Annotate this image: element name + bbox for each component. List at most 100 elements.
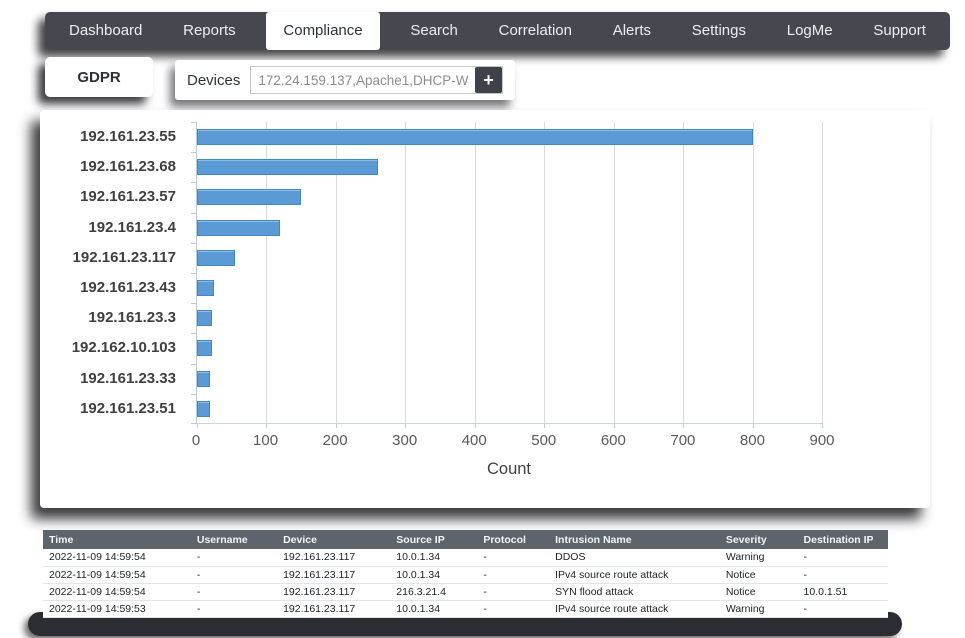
table-cell: 2022-11-09 14:59:54 xyxy=(43,549,191,567)
bar-row xyxy=(197,243,822,273)
table-cell: Notice xyxy=(719,566,798,584)
tab-settings[interactable]: Settings xyxy=(691,22,746,39)
category-label: 192.161.23.33 xyxy=(80,369,176,387)
bar-192.161.23.51[interactable] xyxy=(197,400,210,417)
devices-filter: Devices + xyxy=(175,60,515,100)
bar-192.161.23.117[interactable] xyxy=(197,249,236,266)
table-cell: - xyxy=(797,549,888,567)
column-header-device: Device xyxy=(277,530,391,549)
bar-row xyxy=(197,333,822,363)
bar-row xyxy=(197,182,822,212)
x-tick-label: 800 xyxy=(739,432,765,449)
devices-input[interactable] xyxy=(251,67,475,93)
x-tick-mark xyxy=(752,423,754,428)
gridline xyxy=(752,122,754,423)
y-tick-mark xyxy=(191,122,197,123)
y-tick-mark xyxy=(191,363,197,365)
x-tick-label: 900 xyxy=(809,432,835,449)
x-tick-mark xyxy=(335,423,337,428)
gridline xyxy=(405,122,407,423)
intrusion-count-chart: 192.161.23.55 192.161.23.68 192.161.23.57 1… xyxy=(40,110,930,508)
bar-192.161.23.57[interactable] xyxy=(197,189,302,206)
category-label: 192.161.23.3 xyxy=(88,309,176,327)
column-header-destination-ip: Destination IP xyxy=(797,530,888,549)
table-cell: 2022-11-09 14:59:54 xyxy=(43,566,191,584)
table-cell: 2022-11-09 14:59:54 xyxy=(43,583,191,601)
y-tick-mark xyxy=(191,242,197,244)
y-tick-mark xyxy=(191,423,197,424)
gridline xyxy=(474,122,476,423)
tab-dashboard[interactable]: Dashboard xyxy=(69,22,143,39)
bar-192.162.10.103[interactable] xyxy=(197,340,213,357)
x-tick-mark xyxy=(544,423,546,428)
gridline xyxy=(613,122,615,423)
y-tick-mark xyxy=(191,333,197,335)
tab-alerts[interactable]: Alerts xyxy=(612,22,652,39)
tab-search[interactable]: Search xyxy=(410,22,458,39)
category-label: 192.161.23.117 xyxy=(72,248,176,266)
tab-support[interactable]: Support xyxy=(873,22,926,39)
table-cell: IPv4 source route attack xyxy=(549,600,720,618)
table-cell: - xyxy=(477,600,550,618)
x-tick-mark xyxy=(405,423,407,428)
y-tick-mark xyxy=(191,212,197,214)
table-cell: 10.0.1.34 xyxy=(390,566,478,584)
chart-x-axis-ticks: 0 100 200 300 400 500 600 700 800 900 xyxy=(192,432,835,452)
chart-x-axis-title: Count xyxy=(486,460,532,478)
tab-compliance[interactable]: Compliance xyxy=(266,12,380,50)
table-cell: Warning xyxy=(719,600,798,618)
x-tick-label: 0 xyxy=(191,432,201,449)
bar-192.161.23.55[interactable] xyxy=(197,129,753,145)
table-cell: - xyxy=(477,566,550,584)
column-header-time: Time xyxy=(43,530,191,549)
add-device-button[interactable]: + xyxy=(475,67,502,93)
chart-plot-area xyxy=(191,122,823,428)
column-header-intrusion-name: Intrusion Name xyxy=(549,530,720,549)
bar-192.161.23.3[interactable] xyxy=(197,310,213,327)
events-table-card: Time Username Device Source IP Protocol Intru… xyxy=(43,530,888,618)
gridline xyxy=(266,122,268,423)
column-header-source-ip: Source IP xyxy=(390,530,478,549)
table-cell: 192.161.23.117 xyxy=(277,566,391,584)
bar-192.161.23.68[interactable] xyxy=(197,159,378,176)
x-tick-label: 300 xyxy=(392,432,418,449)
table-cell: 10.0.1.34 xyxy=(390,600,478,618)
table-row: 2022-11-09 14:59:54-192.161.23.117 10.0.1… xyxy=(43,549,888,567)
x-tick-mark xyxy=(683,423,685,428)
gdpr-button[interactable]: GDPR xyxy=(45,57,153,97)
table-cell: - xyxy=(797,566,888,584)
table-cell: 10.0.1.51 xyxy=(797,583,888,601)
x-tick-mark xyxy=(266,423,268,428)
x-tick-mark xyxy=(197,423,198,428)
table-cell: - xyxy=(477,549,550,567)
table-cell: Notice xyxy=(719,583,798,601)
bar-192.161.23.43[interactable] xyxy=(197,280,215,296)
x-tick-mark xyxy=(474,423,476,428)
bar-192.161.23.33[interactable] xyxy=(197,370,210,387)
table-cell: - xyxy=(797,600,888,618)
table-cell: 192.161.23.117 xyxy=(277,600,391,618)
category-label: 192.161.23.68 xyxy=(80,158,176,176)
y-tick-mark xyxy=(191,152,197,154)
tab-logme[interactable]: LogMe xyxy=(786,22,833,39)
events-header-row: Time Username Device Source IP Protocol Intru… xyxy=(43,530,888,549)
x-tick-label: 700 xyxy=(670,432,696,449)
events-body: 2022-11-09 14:59:54-192.161.23.117 10.0.1… xyxy=(43,549,888,618)
bar-192.161.23.4[interactable] xyxy=(197,219,281,236)
y-tick-mark xyxy=(191,303,197,305)
table-cell: DDOS xyxy=(549,549,720,567)
category-label: 192.161.23.55 xyxy=(80,128,176,145)
bar-row xyxy=(197,303,822,333)
table-cell: 192.161.23.117 xyxy=(277,549,391,567)
gridline xyxy=(335,122,337,423)
category-label: 192.162.10.103 xyxy=(71,339,176,357)
table-cell: - xyxy=(477,583,550,601)
column-header-protocol: Protocol xyxy=(477,530,550,549)
x-tick-mark xyxy=(822,423,823,428)
tab-reports[interactable]: Reports xyxy=(183,22,236,39)
tab-correlation[interactable]: Correlation xyxy=(498,22,572,39)
table-row: 2022-11-09 14:59:54 - 192.161.23.117 10.0.1… xyxy=(43,566,888,584)
bar-row xyxy=(197,122,822,152)
y-tick-mark xyxy=(191,182,197,184)
